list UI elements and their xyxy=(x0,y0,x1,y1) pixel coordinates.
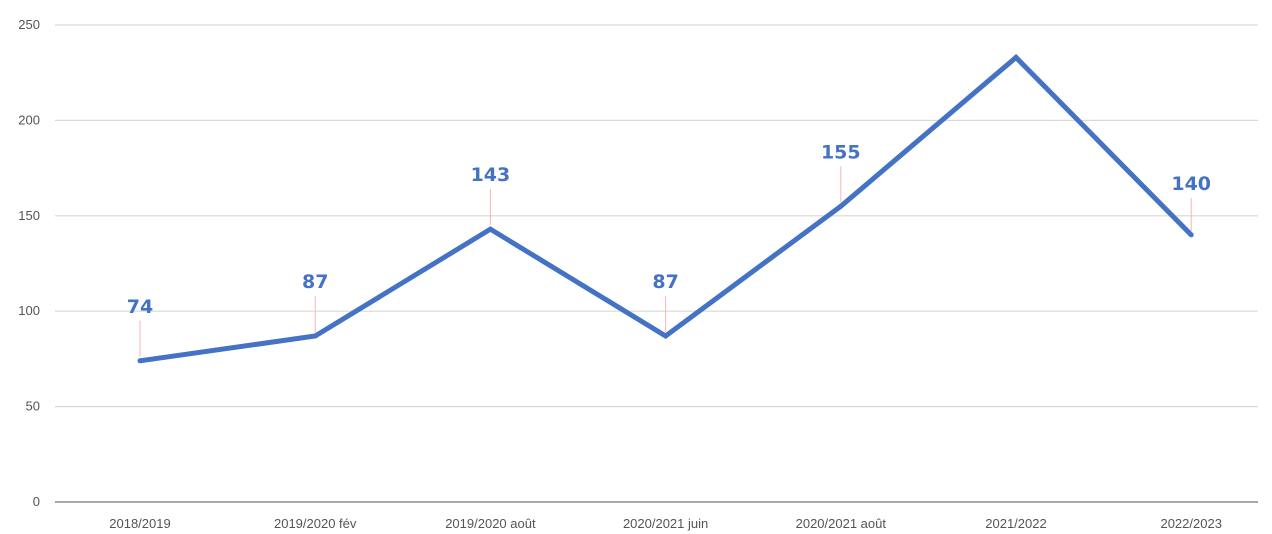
x-tick-label: 2020/2021 juin xyxy=(623,516,708,531)
data-point xyxy=(487,226,493,232)
x-tick-label: 2018/2019 xyxy=(109,516,170,531)
x-tick-label: 2021/2022 xyxy=(985,516,1046,531)
x-tick-label: 2022/2023 xyxy=(1160,516,1221,531)
x-tick-label: 2019/2020 fév xyxy=(274,516,357,531)
data-point xyxy=(838,203,844,209)
data-point xyxy=(1013,54,1019,60)
y-tick-label: 250 xyxy=(18,17,40,32)
y-tick-label: 150 xyxy=(18,208,40,223)
y-tick-label: 50 xyxy=(26,399,40,414)
data-point xyxy=(1188,232,1194,238)
data-point xyxy=(137,358,143,364)
data-point xyxy=(663,333,669,339)
data-label: 74 xyxy=(127,296,153,318)
x-tick-label: 2020/2021 août xyxy=(796,516,887,531)
data-label: 143 xyxy=(471,164,511,186)
data-label-leaders xyxy=(139,166,1192,357)
gridlines xyxy=(55,24,1258,408)
data-points xyxy=(137,54,1194,364)
data-label: 140 xyxy=(1171,173,1211,195)
x-axis-tick-labels: 2018/2019 2019/2020 fév 2019/2020 août 2020… xyxy=(109,516,1222,531)
x-tick-label: 2019/2020 août xyxy=(445,516,536,531)
data-labels: 74 87 143 87 155 140 xyxy=(127,141,1211,318)
data-label: 155 xyxy=(821,141,861,163)
data-label: 87 xyxy=(652,271,678,293)
y-axis-tick-labels: 0 50 100 150 200 250 xyxy=(18,17,40,509)
y-tick-label: 100 xyxy=(18,303,40,318)
y-tick-label: 0 xyxy=(33,494,40,509)
data-label: 87 xyxy=(302,271,328,293)
data-point xyxy=(312,333,318,339)
y-tick-label: 200 xyxy=(18,112,40,127)
